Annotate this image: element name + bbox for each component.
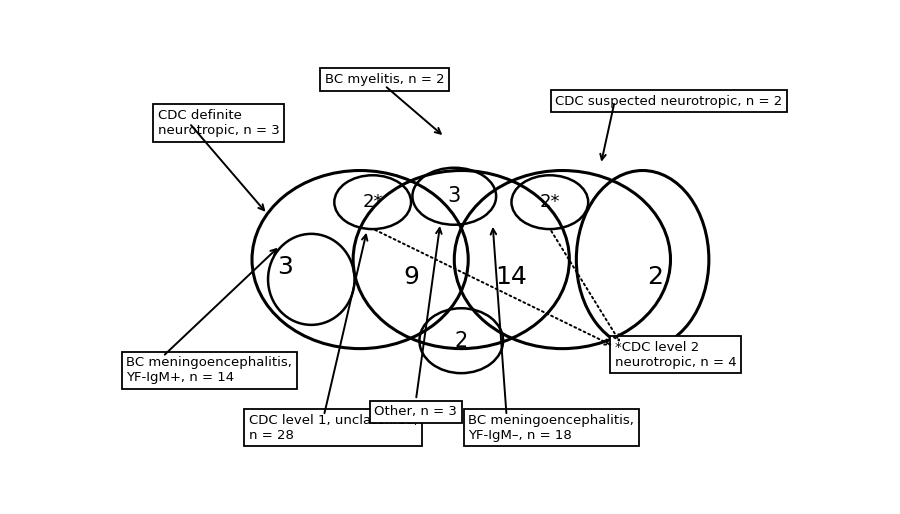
Text: Other, n = 3: Other, n = 3 xyxy=(374,406,457,418)
Text: 2*: 2* xyxy=(540,193,560,211)
Text: BC meningoencephalitis,
YF-IgM+, n = 14: BC meningoencephalitis, YF-IgM+, n = 14 xyxy=(126,356,292,384)
Text: CDC definite
neurotropic, n = 3: CDC definite neurotropic, n = 3 xyxy=(158,109,280,137)
Text: *CDC level 2
neurotropic, n = 4: *CDC level 2 neurotropic, n = 4 xyxy=(615,341,736,369)
Text: CDC level 1, unclassified,
n = 28: CDC level 1, unclassified, n = 28 xyxy=(248,414,418,442)
Text: 14: 14 xyxy=(496,265,527,289)
Text: 2: 2 xyxy=(454,331,468,351)
Text: 9: 9 xyxy=(403,265,419,289)
Text: 3: 3 xyxy=(447,186,461,206)
Text: 2: 2 xyxy=(647,265,663,289)
Text: 2*: 2* xyxy=(363,193,382,211)
Text: 3: 3 xyxy=(277,255,293,280)
Text: CDC suspected neurotropic, n = 2: CDC suspected neurotropic, n = 2 xyxy=(555,95,783,108)
Text: BC meningoencephalitis,
YF-IgM–, n = 18: BC meningoencephalitis, YF-IgM–, n = 18 xyxy=(468,414,634,442)
Text: BC myelitis, n = 2: BC myelitis, n = 2 xyxy=(325,73,445,86)
